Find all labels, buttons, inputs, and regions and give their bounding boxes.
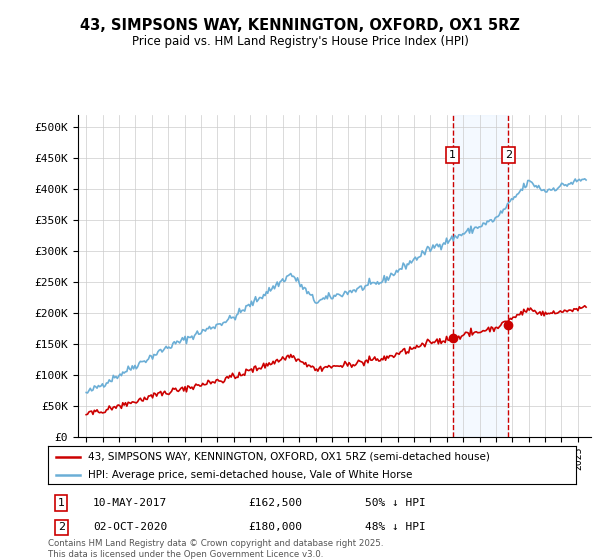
Text: 02-OCT-2020: 02-OCT-2020 xyxy=(93,522,167,533)
Text: 43, SIMPSONS WAY, KENNINGTON, OXFORD, OX1 5RZ: 43, SIMPSONS WAY, KENNINGTON, OXFORD, OX… xyxy=(80,18,520,32)
Text: £162,500: £162,500 xyxy=(248,498,302,508)
Text: £180,000: £180,000 xyxy=(248,522,302,533)
Text: Price paid vs. HM Land Registry's House Price Index (HPI): Price paid vs. HM Land Registry's House … xyxy=(131,35,469,49)
Text: 48% ↓ HPI: 48% ↓ HPI xyxy=(365,522,425,533)
Text: 43, SIMPSONS WAY, KENNINGTON, OXFORD, OX1 5RZ (semi-detached house): 43, SIMPSONS WAY, KENNINGTON, OXFORD, OX… xyxy=(88,452,490,462)
Text: 1: 1 xyxy=(58,498,65,508)
Text: 2: 2 xyxy=(505,150,512,160)
Text: 2: 2 xyxy=(58,522,65,533)
Text: HPI: Average price, semi-detached house, Vale of White Horse: HPI: Average price, semi-detached house,… xyxy=(88,470,412,480)
Text: Contains HM Land Registry data © Crown copyright and database right 2025.
This d: Contains HM Land Registry data © Crown c… xyxy=(48,539,383,559)
Text: 50% ↓ HPI: 50% ↓ HPI xyxy=(365,498,425,508)
Text: 10-MAY-2017: 10-MAY-2017 xyxy=(93,498,167,508)
Text: 1: 1 xyxy=(449,150,456,160)
Bar xyxy=(452,115,508,437)
